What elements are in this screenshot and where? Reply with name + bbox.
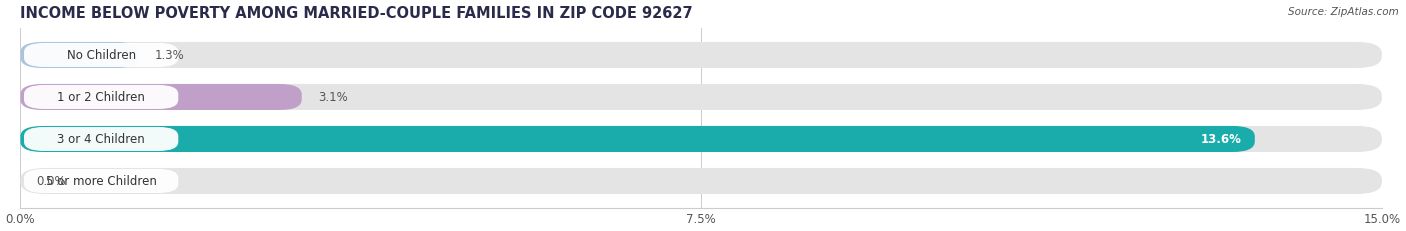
FancyBboxPatch shape [20, 126, 1254, 152]
FancyBboxPatch shape [24, 44, 179, 68]
Text: 1 or 2 Children: 1 or 2 Children [58, 91, 145, 104]
FancyBboxPatch shape [20, 126, 1382, 152]
FancyBboxPatch shape [24, 128, 179, 151]
Text: INCOME BELOW POVERTY AMONG MARRIED-COUPLE FAMILIES IN ZIP CODE 92627: INCOME BELOW POVERTY AMONG MARRIED-COUPL… [20, 6, 693, 21]
FancyBboxPatch shape [20, 43, 1382, 69]
FancyBboxPatch shape [24, 86, 179, 109]
Text: Source: ZipAtlas.com: Source: ZipAtlas.com [1288, 7, 1399, 17]
FancyBboxPatch shape [20, 43, 138, 69]
Text: 3.1%: 3.1% [318, 91, 347, 104]
Text: 3 or 4 Children: 3 or 4 Children [58, 133, 145, 146]
FancyBboxPatch shape [20, 85, 302, 110]
Text: 1.3%: 1.3% [155, 49, 184, 62]
Text: No Children: No Children [66, 49, 136, 62]
Text: 0.0%: 0.0% [37, 175, 66, 188]
Text: 5 or more Children: 5 or more Children [46, 175, 156, 188]
FancyBboxPatch shape [20, 168, 1382, 194]
FancyBboxPatch shape [24, 169, 179, 193]
FancyBboxPatch shape [20, 85, 1382, 110]
Text: 13.6%: 13.6% [1201, 133, 1241, 146]
